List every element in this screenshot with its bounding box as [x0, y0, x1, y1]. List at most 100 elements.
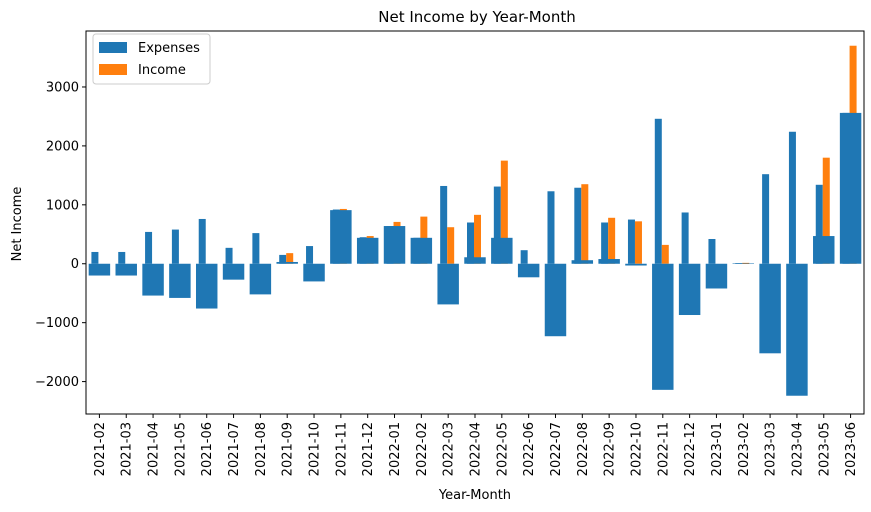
- y-axis-title: Net Income: [10, 187, 25, 262]
- x-tick-label: 2021-09: [281, 422, 296, 476]
- bar-expenses-2021-03: [118, 251, 126, 264]
- bar-income-2022-05: [500, 160, 508, 264]
- x-tick-label: 2021-04: [147, 422, 162, 476]
- bar-net-2023-05: [813, 236, 835, 264]
- bar-net-2021-12: [356, 237, 379, 264]
- bar-net-2021-06: [195, 263, 218, 309]
- x-tick-label: 2022-10: [629, 422, 644, 476]
- bar-net-2021-05: [169, 263, 191, 298]
- x-tick-label: 2021-11: [334, 422, 349, 476]
- bar-income-2022-10: [634, 221, 642, 264]
- bar-expenses-2021-02: [91, 251, 99, 264]
- bar-net-2023-03: [759, 263, 781, 354]
- x-tick-label: 2022-07: [549, 422, 564, 476]
- x-tick-label: 2022-09: [603, 422, 618, 476]
- bar-net-2022-01: [383, 226, 406, 264]
- y-tick-label: 1000: [46, 198, 79, 213]
- bar-net-2021-07: [222, 263, 245, 280]
- bar-expenses-2023-03: [762, 174, 770, 264]
- bar-expenses-2022-12: [681, 212, 689, 264]
- bar-expenses-2021-08: [252, 233, 260, 264]
- bar-net-2022-08: [571, 260, 594, 264]
- bar-expenses-2022-06: [520, 250, 528, 264]
- bar-net-2022-09: [598, 259, 620, 264]
- bar-expenses-2022-05: [493, 186, 501, 264]
- bar-net-2023-04: [786, 263, 808, 396]
- bar-net-2023-02: [732, 263, 755, 264]
- x-tick-label: 2021-07: [227, 422, 242, 476]
- bar-expenses-2022-11: [654, 118, 662, 264]
- bar-net-2022-05: [491, 237, 513, 264]
- bar-income-2022-08: [581, 184, 589, 264]
- y-tick-label: −2000: [35, 375, 79, 390]
- bar-expenses-2022-09: [601, 222, 609, 264]
- bar-income-2022-09: [608, 217, 616, 264]
- bar-net-2022-11: [652, 263, 674, 390]
- x-tick-label: 2022-11: [656, 422, 671, 476]
- bar-net-2021-04: [142, 263, 164, 296]
- bar-net-2021-11: [330, 210, 352, 264]
- bar-expenses-2021-10: [306, 246, 314, 264]
- x-tick-label: 2023-02: [737, 422, 752, 476]
- x-tick-label: 2021-12: [361, 422, 376, 476]
- x-tick-label: 2022-04: [469, 422, 484, 476]
- bar-net-2022-07: [544, 263, 567, 337]
- bar-expenses-2021-04: [145, 231, 153, 264]
- axes-group: −2000 −1000 0 1000 2000 3000 2021-02 2021-03 202…: [35, 30, 865, 476]
- bar-expenses-2022-04: [467, 222, 474, 264]
- bar-net-2022-06: [517, 263, 540, 278]
- bar-expenses-2023-04: [788, 131, 796, 264]
- x-tick-label: 2022-05: [495, 422, 510, 476]
- bar-net-2023-01: [705, 263, 728, 289]
- bar-expenses-2022-08: [574, 187, 582, 264]
- x-tick-label: 2023-03: [764, 422, 779, 476]
- bar-net-2022-02: [410, 237, 433, 264]
- bar-expenses-2021-09: [279, 254, 287, 264]
- y-tick-label: 3000: [46, 80, 79, 95]
- bar-net-2021-10: [303, 263, 325, 282]
- x-tick-label: 2021-02: [93, 422, 108, 476]
- x-axis-title: Year-Month: [438, 488, 511, 503]
- bar-net-2021-03: [115, 263, 137, 276]
- x-tick-label: 2022-08: [576, 422, 591, 476]
- x-tick-label: 2021-10: [308, 422, 323, 476]
- x-tick-label: 2022-01: [388, 422, 403, 476]
- bar-expenses-2023-01: [708, 238, 716, 264]
- bar-expenses-2021-06: [198, 218, 206, 264]
- bar-income-2022-11: [661, 244, 669, 264]
- legend-label-expenses: Expenses: [138, 41, 200, 56]
- bar-expenses-2021-07: [225, 247, 233, 264]
- bar-net-2021-08: [249, 263, 272, 295]
- bar-net-2021-09: [276, 261, 298, 264]
- legend-swatch-income: [99, 64, 127, 75]
- bar-expenses-2022-07: [547, 191, 555, 264]
- legend: Expenses Income: [92, 33, 211, 85]
- chart-title: Net Income by Year-Month: [378, 8, 575, 26]
- bar-income-2021-09: [286, 253, 294, 264]
- bar-net-2022-04: [464, 257, 486, 264]
- y-tick-label: −1000: [35, 316, 79, 331]
- bar-expenses-2023-05: [815, 184, 823, 264]
- x-tick-label: 2023-01: [710, 422, 725, 476]
- bar-net-2023-06: [839, 112, 862, 264]
- x-tick-label: 2023-06: [844, 422, 859, 476]
- x-tick-label: 2023-04: [790, 422, 805, 476]
- x-tick-label: 2022-02: [415, 422, 430, 476]
- bar-income-2022-04: [474, 214, 481, 264]
- x-tick-label: 2021-06: [200, 422, 215, 476]
- x-tick-label: 2021-08: [254, 422, 269, 476]
- bar-net-2022-03: [437, 263, 459, 305]
- bar-expenses-2022-10: [627, 219, 635, 264]
- x-tick-label: 2022-03: [442, 422, 457, 476]
- bar-income-2022-03: [447, 227, 455, 264]
- bar-net-2022-12: [678, 263, 701, 316]
- bar-net-2022-10: [625, 263, 647, 266]
- bar-income-2023-05: [822, 157, 830, 264]
- x-tick-label: 2021-03: [120, 422, 135, 476]
- y-tick-label: 2000: [46, 139, 79, 154]
- y-tick-label: 0: [71, 257, 79, 272]
- bar-expenses-2021-05: [171, 229, 179, 264]
- bars-group: [88, 45, 862, 396]
